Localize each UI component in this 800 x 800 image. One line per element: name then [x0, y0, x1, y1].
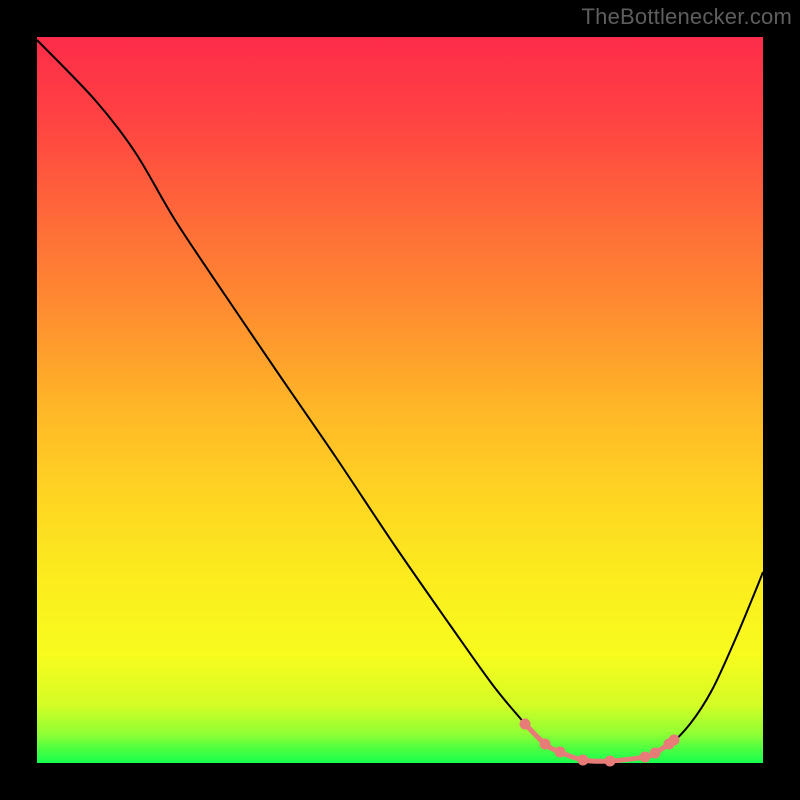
chart-canvas: TheBottlenecker.com: [0, 0, 800, 800]
plot-area: [37, 37, 763, 763]
watermark-text: TheBottlenecker.com: [582, 4, 792, 30]
gradient-fill: [37, 37, 763, 763]
